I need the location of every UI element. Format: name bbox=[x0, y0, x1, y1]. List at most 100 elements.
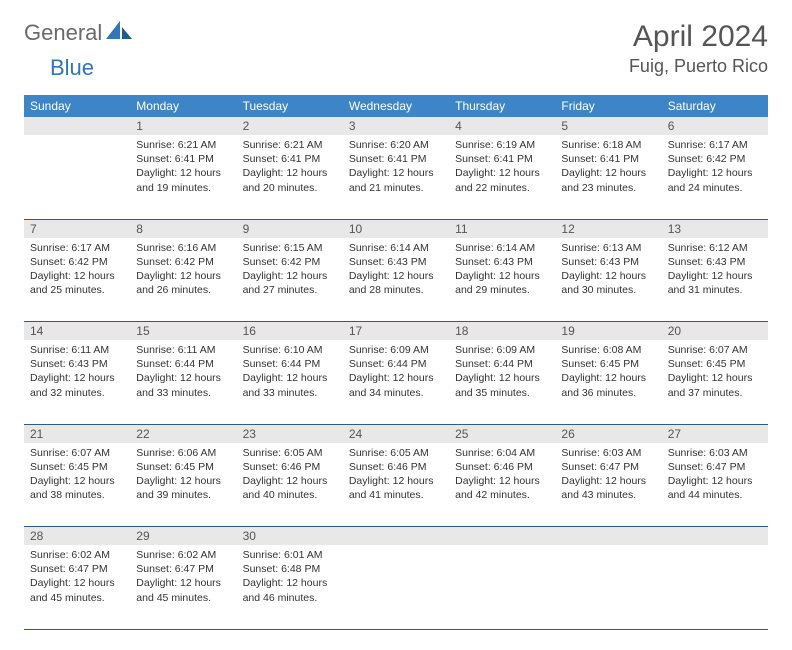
day-cell-body: Sunrise: 6:14 AMSunset: 6:43 PMDaylight:… bbox=[449, 238, 555, 322]
day-cell-body bbox=[343, 545, 449, 629]
day-body: Sunrise: 6:17 AMSunset: 6:42 PMDaylight:… bbox=[662, 135, 768, 199]
daylight-text: Daylight: 12 hours and 43 minutes. bbox=[561, 474, 655, 502]
daynum-row: 14151617181920 bbox=[24, 322, 768, 341]
daylight-text: Daylight: 12 hours and 23 minutes. bbox=[561, 166, 655, 194]
sunrise-text: Sunrise: 6:05 AM bbox=[349, 446, 443, 460]
sunrise-text: Sunrise: 6:20 AM bbox=[349, 138, 443, 152]
day-body bbox=[555, 545, 661, 552]
day-cell-body: Sunrise: 6:08 AMSunset: 6:45 PMDaylight:… bbox=[555, 340, 661, 424]
day-number: 13 bbox=[662, 220, 768, 238]
day-cell-number: 2 bbox=[237, 117, 343, 135]
day-number: 19 bbox=[555, 322, 661, 340]
daylight-text: Daylight: 12 hours and 24 minutes. bbox=[668, 166, 762, 194]
day-body: Sunrise: 6:10 AMSunset: 6:44 PMDaylight:… bbox=[237, 340, 343, 404]
day-cell-number: 9 bbox=[237, 219, 343, 238]
daylight-text: Daylight: 12 hours and 31 minutes. bbox=[668, 269, 762, 297]
day-cell-body: Sunrise: 6:01 AMSunset: 6:48 PMDaylight:… bbox=[237, 545, 343, 629]
sunset-text: Sunset: 6:43 PM bbox=[30, 357, 124, 371]
daybody-row: Sunrise: 6:21 AMSunset: 6:41 PMDaylight:… bbox=[24, 135, 768, 219]
weekday-header: Thursday bbox=[449, 95, 555, 117]
day-body: Sunrise: 6:05 AMSunset: 6:46 PMDaylight:… bbox=[237, 443, 343, 507]
daylight-text: Daylight: 12 hours and 41 minutes. bbox=[349, 474, 443, 502]
day-body: Sunrise: 6:21 AMSunset: 6:41 PMDaylight:… bbox=[237, 135, 343, 199]
day-cell-number: 7 bbox=[24, 219, 130, 238]
day-number: 16 bbox=[237, 322, 343, 340]
daylight-text: Daylight: 12 hours and 46 minutes. bbox=[243, 576, 337, 604]
sunset-text: Sunset: 6:46 PM bbox=[455, 460, 549, 474]
sunrise-text: Sunrise: 6:17 AM bbox=[668, 138, 762, 152]
day-number: 14 bbox=[24, 322, 130, 340]
day-cell-body: Sunrise: 6:20 AMSunset: 6:41 PMDaylight:… bbox=[343, 135, 449, 219]
day-cell-number: 18 bbox=[449, 322, 555, 341]
sunrise-text: Sunrise: 6:03 AM bbox=[668, 446, 762, 460]
sunset-text: Sunset: 6:41 PM bbox=[349, 152, 443, 166]
day-cell-number: 25 bbox=[449, 424, 555, 443]
day-cell-number: 24 bbox=[343, 424, 449, 443]
daybody-row: Sunrise: 6:02 AMSunset: 6:47 PMDaylight:… bbox=[24, 545, 768, 629]
day-cell-body: Sunrise: 6:11 AMSunset: 6:44 PMDaylight:… bbox=[130, 340, 236, 424]
daylight-text: Daylight: 12 hours and 33 minutes. bbox=[243, 371, 337, 399]
sunrise-text: Sunrise: 6:11 AM bbox=[30, 343, 124, 357]
day-cell-body: Sunrise: 6:19 AMSunset: 6:41 PMDaylight:… bbox=[449, 135, 555, 219]
day-number: 30 bbox=[237, 527, 343, 545]
day-cell-number: 11 bbox=[449, 219, 555, 238]
day-cell-number: 26 bbox=[555, 424, 661, 443]
day-cell-number bbox=[662, 527, 768, 546]
day-number: 11 bbox=[449, 220, 555, 238]
day-cell-body bbox=[555, 545, 661, 629]
sunset-text: Sunset: 6:42 PM bbox=[30, 255, 124, 269]
sunset-text: Sunset: 6:43 PM bbox=[455, 255, 549, 269]
sunrise-text: Sunrise: 6:16 AM bbox=[136, 241, 230, 255]
title-block: April 2024 Fuig, Puerto Rico bbox=[629, 20, 768, 77]
day-body: Sunrise: 6:15 AMSunset: 6:42 PMDaylight:… bbox=[237, 238, 343, 302]
day-body: Sunrise: 6:02 AMSunset: 6:47 PMDaylight:… bbox=[130, 545, 236, 609]
day-cell-number: 19 bbox=[555, 322, 661, 341]
sunrise-text: Sunrise: 6:21 AM bbox=[136, 138, 230, 152]
day-body: Sunrise: 6:17 AMSunset: 6:42 PMDaylight:… bbox=[24, 238, 130, 302]
sunset-text: Sunset: 6:42 PM bbox=[668, 152, 762, 166]
sunset-text: Sunset: 6:43 PM bbox=[349, 255, 443, 269]
day-body: Sunrise: 6:11 AMSunset: 6:44 PMDaylight:… bbox=[130, 340, 236, 404]
day-cell-number: 5 bbox=[555, 117, 661, 135]
day-number bbox=[449, 527, 555, 545]
weekday-header: Sunday bbox=[24, 95, 130, 117]
daylight-text: Daylight: 12 hours and 45 minutes. bbox=[136, 576, 230, 604]
day-number: 7 bbox=[24, 220, 130, 238]
day-cell-number: 13 bbox=[662, 219, 768, 238]
daynum-row: 78910111213 bbox=[24, 219, 768, 238]
day-body bbox=[24, 135, 130, 142]
sunset-text: Sunset: 6:46 PM bbox=[349, 460, 443, 474]
sunset-text: Sunset: 6:47 PM bbox=[561, 460, 655, 474]
day-cell-number: 14 bbox=[24, 322, 130, 341]
weekday-header-row: Sunday Monday Tuesday Wednesday Thursday… bbox=[24, 95, 768, 117]
day-cell-body: Sunrise: 6:13 AMSunset: 6:43 PMDaylight:… bbox=[555, 238, 661, 322]
day-body: Sunrise: 6:01 AMSunset: 6:48 PMDaylight:… bbox=[237, 545, 343, 609]
day-cell-number: 30 bbox=[237, 527, 343, 546]
day-cell-number: 28 bbox=[24, 527, 130, 546]
day-cell-body: Sunrise: 6:10 AMSunset: 6:44 PMDaylight:… bbox=[237, 340, 343, 424]
sunset-text: Sunset: 6:44 PM bbox=[349, 357, 443, 371]
day-cell-body: Sunrise: 6:17 AMSunset: 6:42 PMDaylight:… bbox=[24, 238, 130, 322]
weekday-header: Saturday bbox=[662, 95, 768, 117]
day-number: 18 bbox=[449, 322, 555, 340]
daylight-text: Daylight: 12 hours and 21 minutes. bbox=[349, 166, 443, 194]
day-cell-number: 6 bbox=[662, 117, 768, 135]
sunset-text: Sunset: 6:41 PM bbox=[136, 152, 230, 166]
weekday-header: Monday bbox=[130, 95, 236, 117]
day-cell-number: 22 bbox=[130, 424, 236, 443]
day-cell-body: Sunrise: 6:07 AMSunset: 6:45 PMDaylight:… bbox=[24, 443, 130, 527]
day-cell-number bbox=[555, 527, 661, 546]
daylight-text: Daylight: 12 hours and 32 minutes. bbox=[30, 371, 124, 399]
day-cell-number: 17 bbox=[343, 322, 449, 341]
day-number: 23 bbox=[237, 425, 343, 443]
day-body: Sunrise: 6:20 AMSunset: 6:41 PMDaylight:… bbox=[343, 135, 449, 199]
daynum-row: 282930 bbox=[24, 527, 768, 546]
day-body: Sunrise: 6:16 AMSunset: 6:42 PMDaylight:… bbox=[130, 238, 236, 302]
daylight-text: Daylight: 12 hours and 28 minutes. bbox=[349, 269, 443, 297]
sunset-text: Sunset: 6:41 PM bbox=[243, 152, 337, 166]
sunrise-text: Sunrise: 6:15 AM bbox=[243, 241, 337, 255]
day-cell-body: Sunrise: 6:06 AMSunset: 6:45 PMDaylight:… bbox=[130, 443, 236, 527]
day-cell-number: 4 bbox=[449, 117, 555, 135]
sunrise-text: Sunrise: 6:03 AM bbox=[561, 446, 655, 460]
day-cell-body: Sunrise: 6:16 AMSunset: 6:42 PMDaylight:… bbox=[130, 238, 236, 322]
